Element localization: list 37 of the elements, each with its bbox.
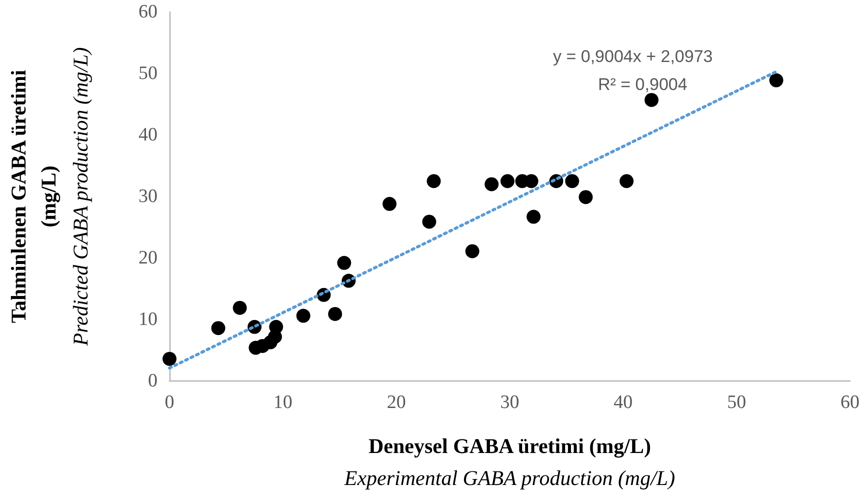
point — [426, 174, 441, 188]
y-tick-label: 50 — [138, 63, 158, 84]
x-axis-title: Deneysel GABA üretimi (mg/L) Experimental GABA production (mg/L) — [343, 434, 676, 490]
point — [382, 196, 397, 211]
point — [620, 174, 634, 188]
y-tick-label: 0 — [148, 370, 158, 392]
point — [328, 306, 342, 321]
annotation: y = 0,9004x + 2,0973 — [553, 47, 713, 66]
x-tick-label: 30 — [500, 392, 520, 413]
point — [484, 177, 499, 192]
point — [232, 300, 247, 315]
x-tick-label: 50 — [727, 392, 746, 413]
x-tick-label: 40 — [614, 392, 633, 413]
y-axis-title: Tahminlenen GABA üretimi (mg/L) Predicted GABA production (mg/L) — [6, 47, 92, 347]
x-tick-label: 60 — [840, 392, 860, 413]
point — [565, 174, 580, 188]
x-tick-label: 20 — [386, 392, 406, 413]
y-tick-label: 40 — [138, 124, 158, 146]
y-tick-label: 10 — [138, 309, 158, 330]
point — [526, 210, 541, 224]
y-tick-label: 30 — [138, 186, 158, 207]
point — [162, 352, 176, 366]
x-tick-label: 10 — [273, 392, 292, 413]
y-tick-label: 20 — [138, 248, 158, 268]
point — [337, 256, 352, 270]
point — [422, 214, 436, 229]
point — [644, 92, 659, 107]
point — [578, 190, 593, 204]
y-tick-label: 60 — [138, 2, 158, 22]
x-tick-label: 0 — [164, 392, 174, 413]
point — [465, 244, 480, 258]
point — [500, 174, 514, 188]
point — [269, 320, 284, 334]
annotation: R² = 0,9004 — [598, 75, 688, 94]
point — [769, 73, 784, 88]
point — [296, 308, 310, 323]
point — [211, 321, 226, 336]
